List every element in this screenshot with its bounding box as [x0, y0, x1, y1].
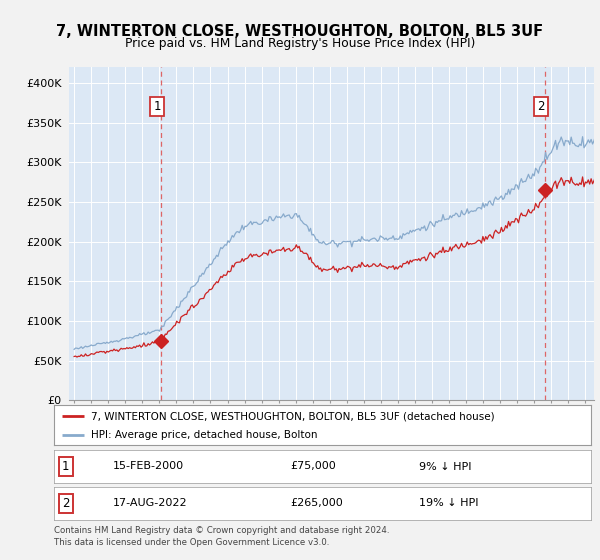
Text: 1: 1	[154, 100, 161, 113]
Text: £75,000: £75,000	[290, 461, 336, 472]
Text: Contains HM Land Registry data © Crown copyright and database right 2024.
This d: Contains HM Land Registry data © Crown c…	[54, 526, 389, 547]
Text: Price paid vs. HM Land Registry's House Price Index (HPI): Price paid vs. HM Land Registry's House …	[125, 36, 475, 50]
Text: 9% ↓ HPI: 9% ↓ HPI	[419, 461, 472, 472]
Text: 17-AUG-2022: 17-AUG-2022	[113, 498, 188, 508]
Text: 2: 2	[62, 497, 70, 510]
Text: £265,000: £265,000	[290, 498, 343, 508]
Text: 7, WINTERTON CLOSE, WESTHOUGHTON, BOLTON, BL5 3UF (detached house): 7, WINTERTON CLOSE, WESTHOUGHTON, BOLTON…	[91, 411, 494, 421]
Text: 1: 1	[62, 460, 70, 473]
Text: 19% ↓ HPI: 19% ↓ HPI	[419, 498, 479, 508]
Text: HPI: Average price, detached house, Bolton: HPI: Average price, detached house, Bolt…	[91, 430, 317, 440]
Text: 7, WINTERTON CLOSE, WESTHOUGHTON, BOLTON, BL5 3UF: 7, WINTERTON CLOSE, WESTHOUGHTON, BOLTON…	[56, 25, 544, 39]
Text: 15-FEB-2000: 15-FEB-2000	[113, 461, 184, 472]
Text: 2: 2	[537, 100, 545, 113]
